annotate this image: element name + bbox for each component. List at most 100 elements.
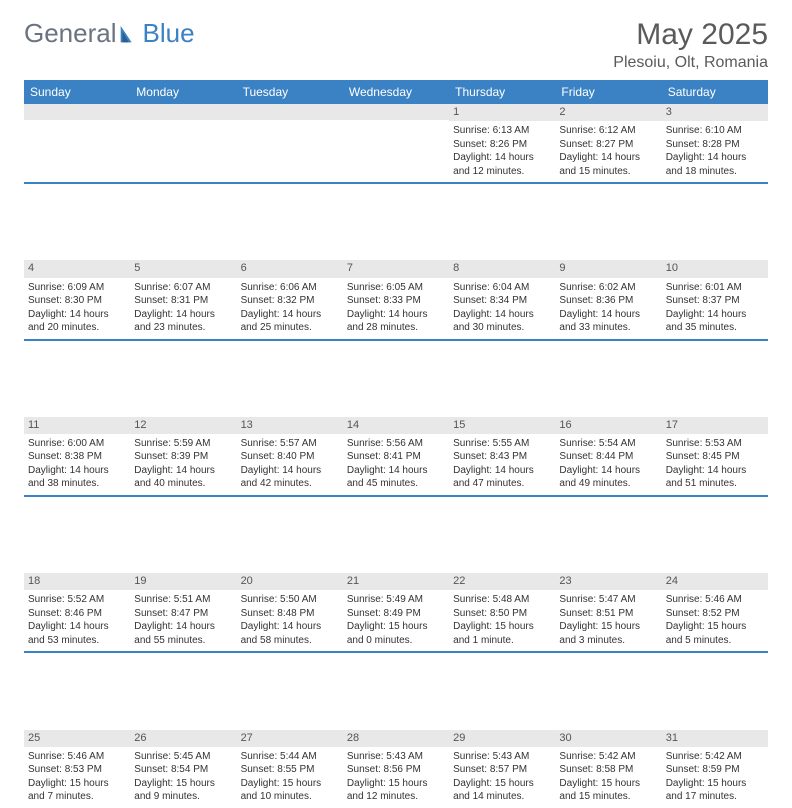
day-details: Sunrise: 5:46 AMSunset: 8:53 PMDaylight:… bbox=[24, 747, 130, 808]
day-number: 7 bbox=[343, 260, 449, 277]
daylight-line: Daylight: 15 hours and 3 minutes. bbox=[559, 620, 657, 647]
calendar-grid: 1Sunrise: 6:13 AMSunset: 8:26 PMDaylight… bbox=[24, 104, 768, 808]
sunset-line: Sunset: 8:41 PM bbox=[347, 450, 445, 464]
day-details: Sunrise: 5:42 AMSunset: 8:58 PMDaylight:… bbox=[555, 747, 661, 808]
day-details: Sunrise: 5:56 AMSunset: 8:41 PMDaylight:… bbox=[343, 434, 449, 495]
sunset-line: Sunset: 8:49 PM bbox=[347, 607, 445, 621]
daylight-line: Daylight: 14 hours and 15 minutes. bbox=[559, 151, 657, 178]
daylight-line: Daylight: 14 hours and 53 minutes. bbox=[28, 620, 126, 647]
calendar-cell bbox=[130, 104, 236, 182]
day-details: Sunrise: 5:43 AMSunset: 8:57 PMDaylight:… bbox=[449, 747, 555, 808]
sunset-line: Sunset: 8:28 PM bbox=[666, 138, 764, 152]
calendar-cell bbox=[237, 104, 343, 182]
sunrise-line: Sunrise: 5:59 AM bbox=[134, 437, 232, 451]
calendar-cell: 5Sunrise: 6:07 AMSunset: 8:31 PMDaylight… bbox=[130, 260, 236, 338]
daylight-line: Daylight: 15 hours and 14 minutes. bbox=[453, 777, 551, 804]
sunrise-line: Sunrise: 5:56 AM bbox=[347, 437, 445, 451]
day-number: 8 bbox=[449, 260, 555, 277]
sunset-line: Sunset: 8:52 PM bbox=[666, 607, 764, 621]
day-number: 26 bbox=[130, 730, 236, 747]
daylight-line: Daylight: 14 hours and 28 minutes. bbox=[347, 308, 445, 335]
sunset-line: Sunset: 8:47 PM bbox=[134, 607, 232, 621]
sunrise-line: Sunrise: 5:47 AM bbox=[559, 593, 657, 607]
sunrise-line: Sunrise: 5:46 AM bbox=[666, 593, 764, 607]
day-details: Sunrise: 5:42 AMSunset: 8:59 PMDaylight:… bbox=[662, 747, 768, 808]
daylight-line: Daylight: 14 hours and 55 minutes. bbox=[134, 620, 232, 647]
calendar-cell: 4Sunrise: 6:09 AMSunset: 8:30 PMDaylight… bbox=[24, 260, 130, 338]
sunrise-line: Sunrise: 5:49 AM bbox=[347, 593, 445, 607]
day-number: 21 bbox=[343, 573, 449, 590]
day-number bbox=[24, 104, 130, 120]
day-number: 13 bbox=[237, 417, 343, 434]
calendar-cell: 12Sunrise: 5:59 AMSunset: 8:39 PMDayligh… bbox=[130, 417, 236, 495]
day-number: 10 bbox=[662, 260, 768, 277]
day-details: Sunrise: 6:09 AMSunset: 8:30 PMDaylight:… bbox=[24, 278, 130, 339]
day-number: 14 bbox=[343, 417, 449, 434]
row-divider bbox=[24, 495, 768, 497]
sunrise-line: Sunrise: 6:02 AM bbox=[559, 281, 657, 295]
sunrise-line: Sunrise: 5:44 AM bbox=[241, 750, 339, 764]
day-details: Sunrise: 5:46 AMSunset: 8:52 PMDaylight:… bbox=[662, 590, 768, 651]
day-number: 20 bbox=[237, 573, 343, 590]
title-block: May 2025 Plesoiu, Olt, Romania bbox=[613, 18, 768, 72]
day-details: Sunrise: 5:47 AMSunset: 8:51 PMDaylight:… bbox=[555, 590, 661, 651]
day-details: Sunrise: 6:10 AMSunset: 8:28 PMDaylight:… bbox=[662, 121, 768, 182]
daylight-line: Daylight: 14 hours and 42 minutes. bbox=[241, 464, 339, 491]
day-details: Sunrise: 6:07 AMSunset: 8:31 PMDaylight:… bbox=[130, 278, 236, 339]
day-number bbox=[237, 104, 343, 120]
sunset-line: Sunset: 8:26 PM bbox=[453, 138, 551, 152]
day-details: Sunrise: 5:44 AMSunset: 8:55 PMDaylight:… bbox=[237, 747, 343, 808]
day-details: Sunrise: 5:49 AMSunset: 8:49 PMDaylight:… bbox=[343, 590, 449, 651]
daylight-line: Daylight: 14 hours and 40 minutes. bbox=[134, 464, 232, 491]
sunset-line: Sunset: 8:31 PM bbox=[134, 294, 232, 308]
sunset-line: Sunset: 8:44 PM bbox=[559, 450, 657, 464]
day-details: Sunrise: 5:51 AMSunset: 8:47 PMDaylight:… bbox=[130, 590, 236, 651]
calendar-cell: 18Sunrise: 5:52 AMSunset: 8:46 PMDayligh… bbox=[24, 573, 130, 651]
day-details: Sunrise: 5:43 AMSunset: 8:56 PMDaylight:… bbox=[343, 747, 449, 808]
sunset-line: Sunset: 8:34 PM bbox=[453, 294, 551, 308]
day-details: Sunrise: 5:48 AMSunset: 8:50 PMDaylight:… bbox=[449, 590, 555, 651]
calendar-page: General Blue May 2025 Plesoiu, Olt, Roma… bbox=[0, 0, 792, 612]
day-details: Sunrise: 6:00 AMSunset: 8:38 PMDaylight:… bbox=[24, 434, 130, 495]
sunrise-line: Sunrise: 5:43 AM bbox=[347, 750, 445, 764]
day-details: Sunrise: 6:05 AMSunset: 8:33 PMDaylight:… bbox=[343, 278, 449, 339]
sunrise-line: Sunrise: 5:50 AM bbox=[241, 593, 339, 607]
sunset-line: Sunset: 8:55 PM bbox=[241, 763, 339, 777]
calendar-cell: 2Sunrise: 6:12 AMSunset: 8:27 PMDaylight… bbox=[555, 104, 661, 182]
brand-logo: General Blue bbox=[24, 18, 195, 49]
daylight-line: Daylight: 14 hours and 23 minutes. bbox=[134, 308, 232, 335]
sunset-line: Sunset: 8:50 PM bbox=[453, 607, 551, 621]
calendar-cell: 6Sunrise: 6:06 AMSunset: 8:32 PMDaylight… bbox=[237, 260, 343, 338]
daylight-line: Daylight: 15 hours and 9 minutes. bbox=[134, 777, 232, 804]
day-number: 24 bbox=[662, 573, 768, 590]
day-details: Sunrise: 6:12 AMSunset: 8:27 PMDaylight:… bbox=[555, 121, 661, 182]
day-number: 17 bbox=[662, 417, 768, 434]
calendar-cell: 11Sunrise: 6:00 AMSunset: 8:38 PMDayligh… bbox=[24, 417, 130, 495]
sunrise-line: Sunrise: 6:06 AM bbox=[241, 281, 339, 295]
day-number: 12 bbox=[130, 417, 236, 434]
calendar-cell: 26Sunrise: 5:45 AMSunset: 8:54 PMDayligh… bbox=[130, 730, 236, 808]
sunrise-line: Sunrise: 5:43 AM bbox=[453, 750, 551, 764]
row-divider bbox=[24, 339, 768, 341]
calendar-cell: 30Sunrise: 5:42 AMSunset: 8:58 PMDayligh… bbox=[555, 730, 661, 808]
sunset-line: Sunset: 8:51 PM bbox=[559, 607, 657, 621]
weekday-label: Friday bbox=[555, 80, 661, 104]
daylight-line: Daylight: 14 hours and 33 minutes. bbox=[559, 308, 657, 335]
sunset-line: Sunset: 8:33 PM bbox=[347, 294, 445, 308]
row-divider bbox=[24, 651, 768, 653]
daylight-line: Daylight: 15 hours and 1 minute. bbox=[453, 620, 551, 647]
sunrise-line: Sunrise: 5:55 AM bbox=[453, 437, 551, 451]
sunset-line: Sunset: 8:38 PM bbox=[28, 450, 126, 464]
month-year: May 2025 bbox=[613, 18, 768, 52]
daylight-line: Daylight: 14 hours and 18 minutes. bbox=[666, 151, 764, 178]
day-number: 16 bbox=[555, 417, 661, 434]
daylight-line: Daylight: 14 hours and 30 minutes. bbox=[453, 308, 551, 335]
calendar-cell: 19Sunrise: 5:51 AMSunset: 8:47 PMDayligh… bbox=[130, 573, 236, 651]
calendar-cell: 8Sunrise: 6:04 AMSunset: 8:34 PMDaylight… bbox=[449, 260, 555, 338]
sunrise-line: Sunrise: 6:09 AM bbox=[28, 281, 126, 295]
calendar-cell: 15Sunrise: 5:55 AMSunset: 8:43 PMDayligh… bbox=[449, 417, 555, 495]
day-number: 19 bbox=[130, 573, 236, 590]
calendar-cell: 29Sunrise: 5:43 AMSunset: 8:57 PMDayligh… bbox=[449, 730, 555, 808]
daylight-line: Daylight: 14 hours and 35 minutes. bbox=[666, 308, 764, 335]
daylight-line: Daylight: 15 hours and 10 minutes. bbox=[241, 777, 339, 804]
